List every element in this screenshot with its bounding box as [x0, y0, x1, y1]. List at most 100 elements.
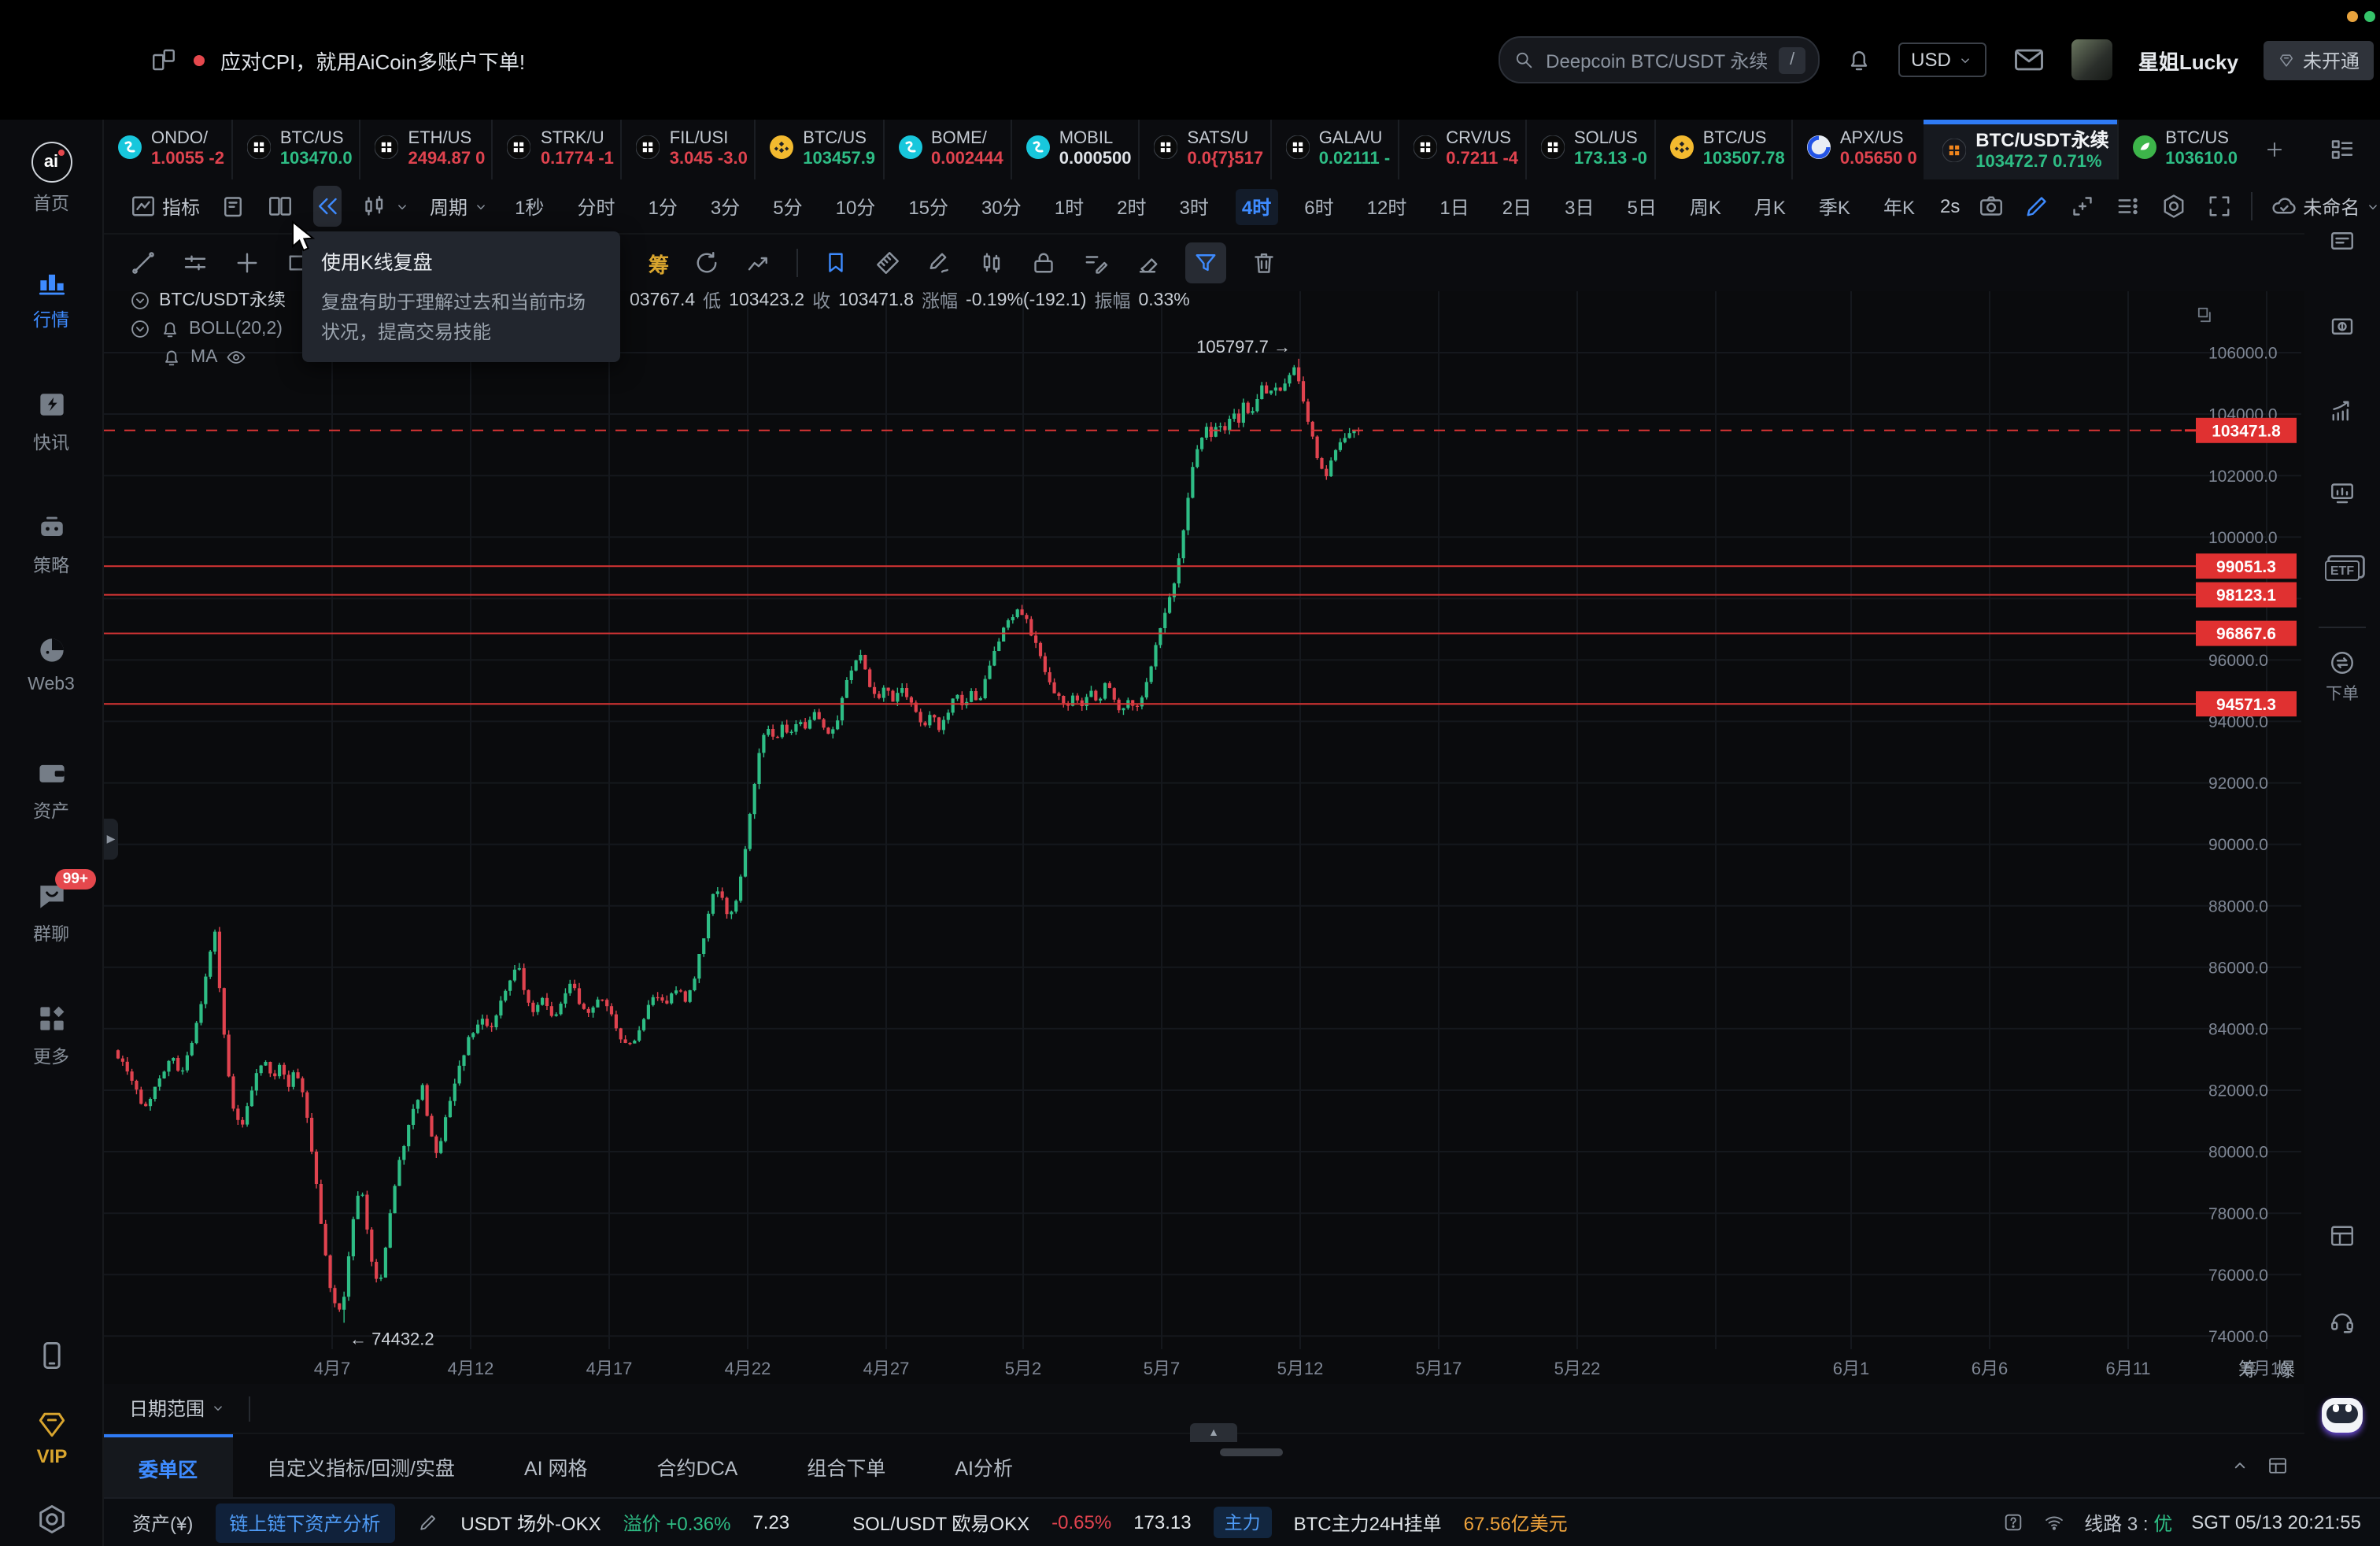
layout-save-dropdown[interactable]: 未命名	[2270, 192, 2380, 220]
draw-pencil-icon[interactable]	[2023, 192, 2051, 220]
username[interactable]: 星姐Lucky	[2138, 50, 2238, 73]
timeframe-季K[interactable]: 季K	[1818, 196, 1850, 218]
period-dropdown[interactable]: 周期	[430, 193, 490, 220]
edit-drawings-icon[interactable]	[1081, 249, 1110, 277]
fullscreen-icon[interactable]	[2205, 192, 2234, 220]
eye-icon[interactable]	[226, 346, 248, 368]
trend-arrow-tool-icon[interactable]	[745, 249, 773, 277]
annotate-tool-icon[interactable]	[926, 249, 954, 277]
filter-drawings-button[interactable]	[1185, 242, 1227, 283]
main-force-badge[interactable]: 主力	[1213, 1507, 1272, 1538]
timeframe-1时[interactable]: 1时	[1054, 196, 1085, 218]
sidebar-item-群聊[interactable]: 群聊 99+	[0, 869, 102, 970]
delete-drawings-icon[interactable]	[1250, 249, 1278, 277]
notifications-bell-icon[interactable]	[1845, 46, 1873, 74]
ticker-tab-BTC/USDT永续[interactable]: BTC/USDT永续 103472.7 0.71%	[1924, 120, 2117, 179]
trend-panel-icon[interactable]	[2304, 397, 2380, 425]
sol-pair-name[interactable]: SOL/USDT 欧易OKX	[852, 1512, 1030, 1534]
timeframe-1日[interactable]: 1日	[1439, 196, 1469, 218]
bookmark-tool-icon[interactable]	[822, 249, 850, 277]
layout-panel-icon[interactable]	[2304, 1222, 2380, 1250]
layout-split-button[interactable]	[266, 186, 294, 227]
news-panel-icon[interactable]	[2304, 227, 2380, 255]
sidebar-item-更多[interactable]: 更多	[0, 1001, 102, 1093]
timeframe-3分[interactable]: 3分	[710, 196, 741, 218]
funds-panel-icon[interactable]	[2304, 312, 2380, 340]
mail-icon[interactable]	[2012, 43, 2047, 77]
timeframe-1秒[interactable]: 1秒	[515, 196, 545, 218]
chevron-circle-icon[interactable]	[129, 318, 151, 340]
edit-ticker-icon[interactable]	[416, 1511, 438, 1533]
asset-analysis-link[interactable]: 链上链下资产分析	[215, 1503, 395, 1542]
collapse-panel-icon[interactable]	[2229, 1455, 2251, 1477]
timeframe-15分[interactable]: 15分	[908, 196, 949, 218]
refresh-drawings-icon[interactable]	[693, 249, 721, 277]
panel-layout-icon[interactable]	[2267, 1455, 2289, 1477]
timeframe-2日[interactable]: 2日	[1502, 196, 1532, 218]
horizontal-line-tool-icon[interactable]	[181, 249, 209, 277]
alert-bell-icon[interactable]	[161, 346, 183, 368]
chart-settings-icon[interactable]	[2160, 192, 2188, 220]
ticker-tab-SOL/US[interactable]: SOL/US 173.13 -0	[1524, 120, 1654, 179]
sidebar-item-Web3[interactable]: Web3	[0, 633, 102, 724]
sidebar-item-行情[interactable]: 行情	[0, 264, 102, 356]
timeframe-年K[interactable]: 年K	[1883, 196, 1915, 218]
timeframe-2时[interactable]: 2时	[1117, 196, 1147, 218]
vip-status-badge[interactable]: 未开通	[2263, 40, 2374, 80]
candlestick-chart[interactable]: 106000.0104000.0102000.0100000.098000.09…	[104, 291, 2304, 1349]
support-headset-icon[interactable]	[2304, 1307, 2380, 1335]
ticker-tab-STRK/U[interactable]: STRK/U 0.1774 -1	[491, 120, 621, 179]
timeframe-3时[interactable]: 3时	[1179, 196, 1209, 218]
screenshot-camera-icon[interactable]	[1977, 192, 2005, 220]
search-input[interactable]: Deepcoin BTC/USDT 永续 /	[1499, 36, 1820, 83]
candle-style-button[interactable]	[360, 192, 411, 220]
legend-boll-row[interactable]: BOLL(20,2)	[129, 315, 286, 343]
object-list-icon[interactable]	[2114, 192, 2142, 220]
ticker-tab-BTC/US[interactable]: BTC/US 103457.9	[754, 120, 882, 179]
timeframe-1分[interactable]: 1分	[648, 196, 678, 218]
trendline-tool-icon[interactable]	[129, 249, 157, 277]
kline-replay-button[interactable]	[313, 186, 342, 227]
bottom-tab-自定义指标/回测/实盘[interactable]: 自定义指标/回测/实盘	[267, 1457, 455, 1479]
timeframe-5日[interactable]: 5日	[1627, 196, 1657, 218]
promo-banner[interactable]: 应对CPI，就用AiCoin多账户下单!	[150, 45, 525, 75]
etf-panel-icon[interactable]: ETF	[2304, 560, 2380, 581]
help-icon[interactable]	[2002, 1511, 2024, 1533]
bottom-tab-AI分析[interactable]: AI分析	[955, 1457, 1013, 1479]
watchlist-panel-icon[interactable]	[2304, 135, 2380, 164]
compare-button[interactable]	[219, 186, 247, 227]
timeframe-10分[interactable]: 10分	[835, 196, 876, 218]
ticker-tab-APX/US[interactable]: APX/US 0.05650 0	[1791, 120, 1924, 179]
timeframe-30分[interactable]: 30分	[981, 196, 1022, 218]
ticker-tab-BTC/US[interactable]: BTC/US 103610.0	[2116, 120, 2245, 179]
timeframe-12时[interactable]: 12时	[1366, 196, 1407, 218]
timeframe-分时[interactable]: 分时	[577, 196, 615, 218]
asset-label[interactable]: 资产(¥)	[132, 1512, 194, 1534]
chip-distribution-button[interactable]: 筹	[649, 253, 670, 276]
sidebar-item-vip[interactable]: VIP	[35, 1407, 69, 1467]
pattern-tool-icon[interactable]	[978, 249, 1006, 277]
legend-symbol-row[interactable]: BTC/USDT永续	[129, 291, 286, 315]
ticker-tab-BTC/US[interactable]: BTC/US 103507.78	[1654, 120, 1791, 179]
legend-ma-row[interactable]: MA	[129, 343, 286, 372]
add-ticker-button[interactable]	[2245, 120, 2304, 179]
ticker-tab-ETH/US[interactable]: ETH/US 2494.87 0	[359, 120, 492, 179]
network-wifi-icon[interactable]	[2043, 1511, 2065, 1533]
chart-canvas[interactable]: 106000.0104000.0102000.0100000.098000.09…	[104, 291, 2304, 1349]
settings-gear-icon[interactable]	[35, 1502, 69, 1537]
line-label[interactable]: 线路 3 :	[2084, 1512, 2149, 1534]
sidebar-item-快讯[interactable]: 快讯	[0, 387, 102, 479]
avatar[interactable]	[2071, 39, 2113, 80]
timeframe-5分[interactable]: 5分	[773, 196, 803, 218]
ticker-tab-BTC/US[interactable]: BTC/US 103470.0	[231, 120, 360, 179]
ticker-tab-CRV/US[interactable]: CRV/US 0.7211 -4	[1397, 120, 1525, 179]
sidebar-item-首页[interactable]: ai 首页	[0, 142, 102, 233]
axis-chip-筹[interactable]: 筹	[2238, 1359, 2257, 1381]
bottom-tab-组合下单[interactable]: 组合下单	[807, 1457, 886, 1479]
add-frame-icon[interactable]	[2068, 192, 2097, 220]
mobile-app-icon[interactable]	[35, 1338, 69, 1373]
timeframe-月K[interactable]: 月K	[1754, 196, 1786, 218]
ai-assistant-robot-icon[interactable]	[2304, 1398, 2380, 1433]
ticker-tab-SATS/U[interactable]: SATS/U 0.0{7}517	[1138, 120, 1269, 179]
currency-select[interactable]: USD	[1898, 43, 1987, 77]
